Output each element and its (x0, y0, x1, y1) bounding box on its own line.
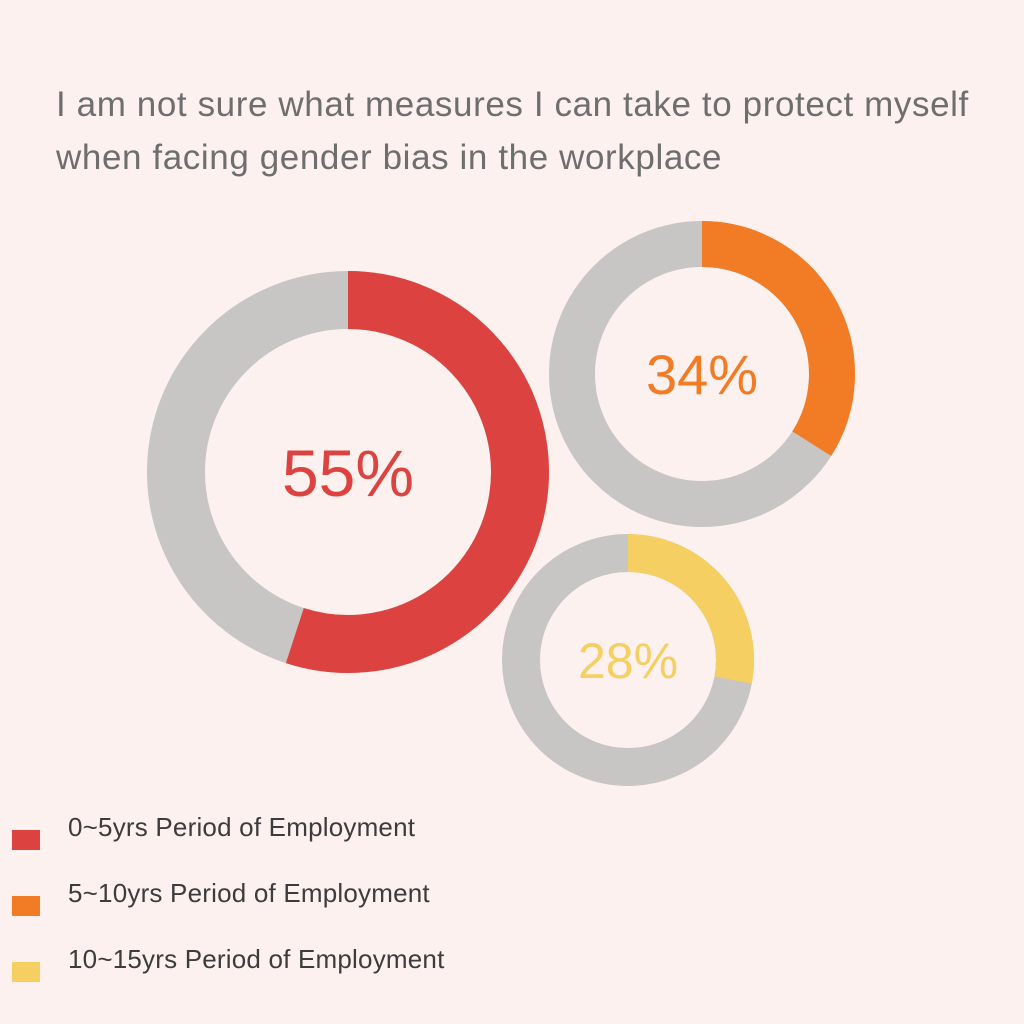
donut-10-15yrs: 28% (502, 534, 754, 786)
donut-value-arc-5-10yrs (701, 221, 855, 456)
legend-label-10-15yrs: 10~15yrs Period of Employment (68, 944, 445, 974)
donut-charts: 55% 34% 28% (147, 221, 855, 786)
chart-title: I am not sure what measures I can take t… (56, 85, 969, 177)
legend-swatch-5-10yrs (12, 896, 40, 916)
legend-label-0-5yrs: 0~5yrs Period of Employment (68, 812, 416, 842)
legend-swatch-10-15yrs (12, 962, 40, 982)
donut-0-5yrs: 55% (147, 271, 549, 673)
donut-value-arc-0-5yrs (285, 271, 549, 673)
legend-swatch-0-5yrs (12, 830, 40, 850)
donut-label-10-15yrs: 28% (578, 633, 678, 689)
donut-value-arc-10-15yrs (627, 534, 754, 684)
donut-5-10yrs: 34% (549, 221, 855, 527)
legend-label-5-10yrs: 5~10yrs Period of Employment (68, 878, 430, 908)
donut-label-0-5yrs: 55% (282, 436, 414, 510)
donut-label-5-10yrs: 34% (646, 343, 758, 406)
